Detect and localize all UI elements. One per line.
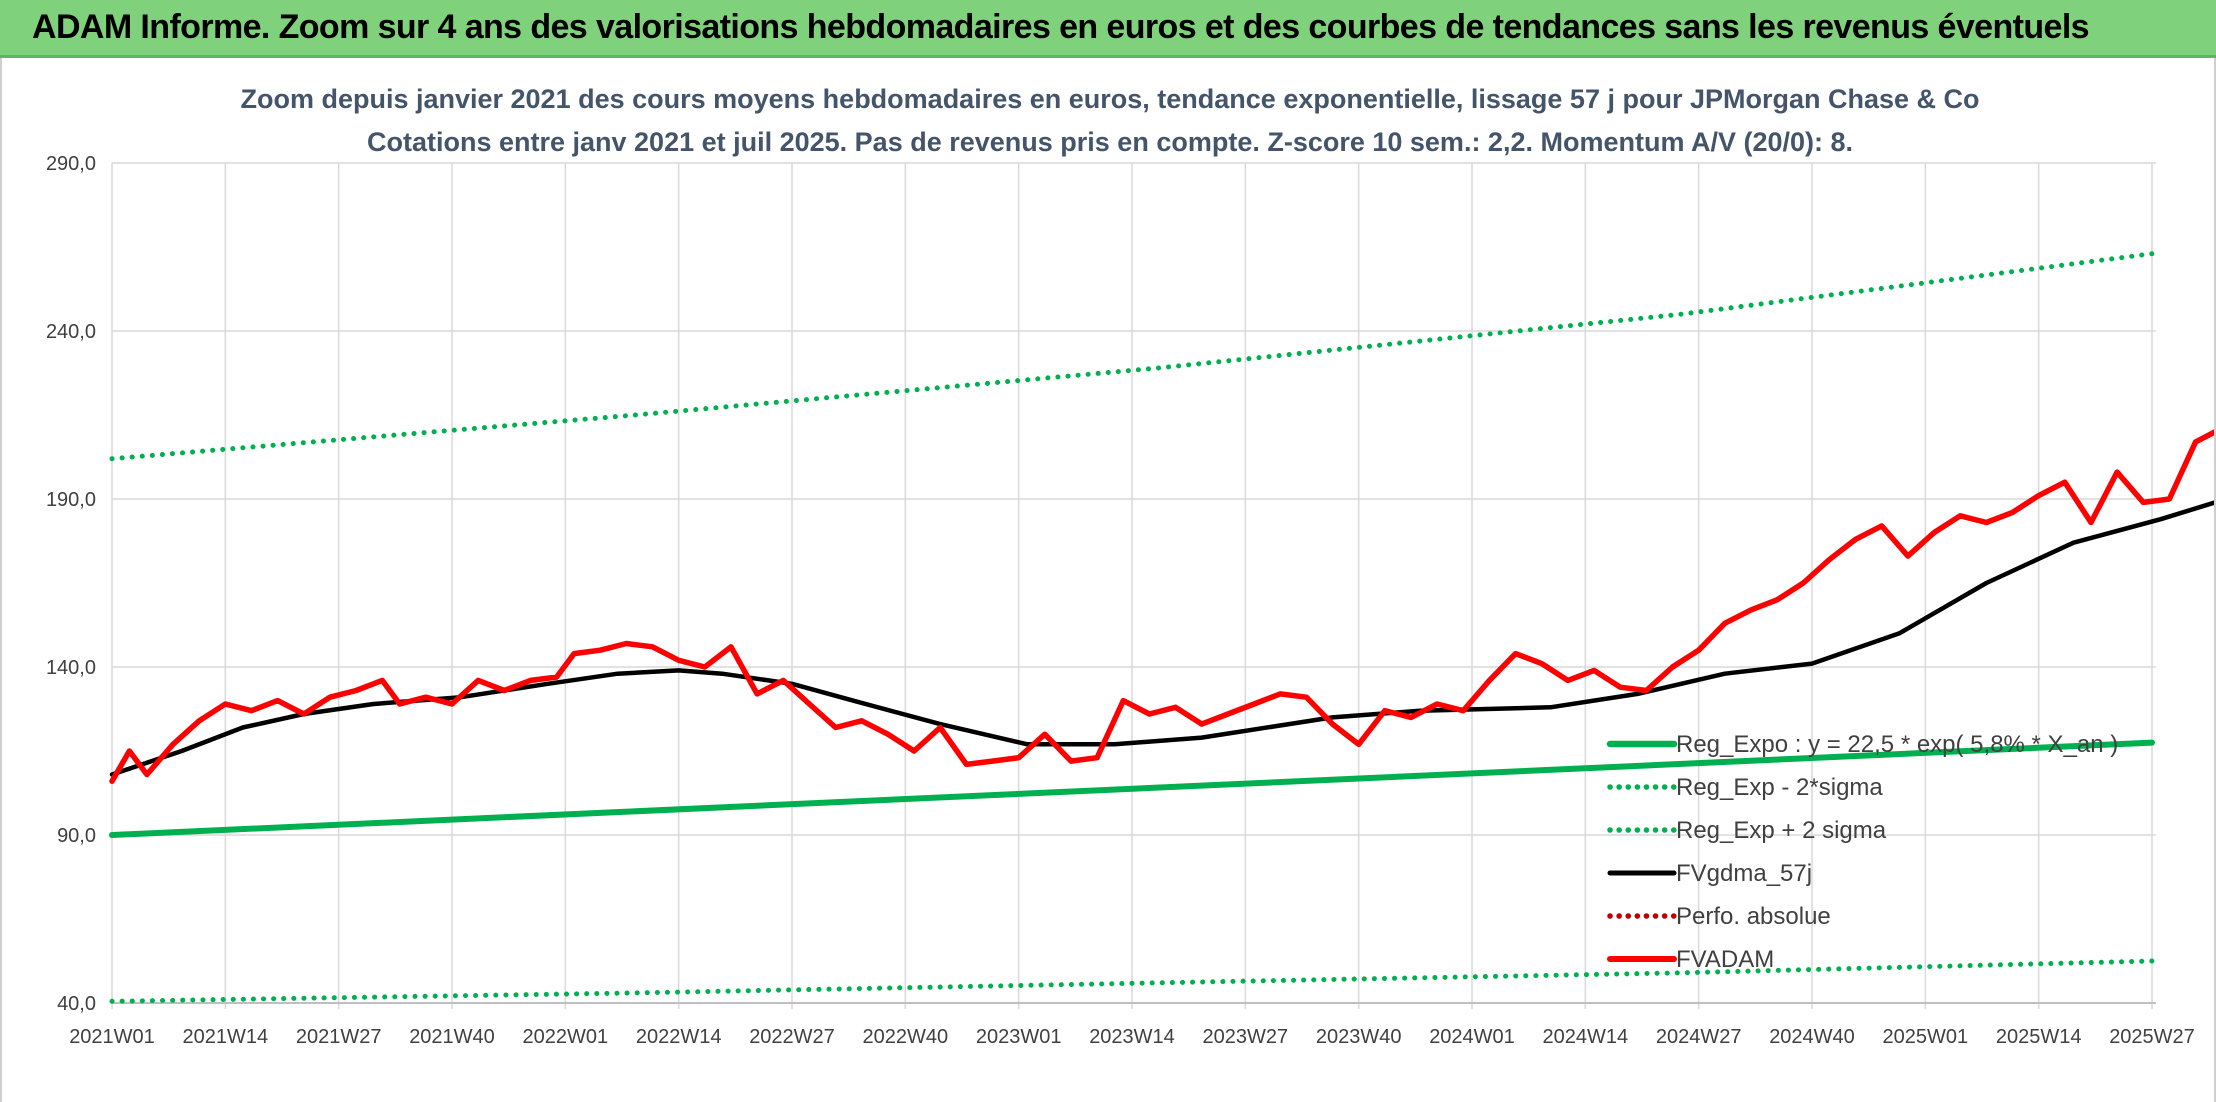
series-line-3	[109, 500, 2214, 777]
y-tick-label: 240,0	[46, 321, 96, 343]
x-tick-label: 2024W14	[1543, 1026, 1629, 1048]
x-tick-label: 2022W27	[749, 1026, 835, 1048]
series-line-1	[109, 958, 2155, 1004]
series-line-5	[109, 429, 2214, 784]
x-tick-label: 2024W27	[1656, 1026, 1742, 1048]
x-tick-label: 2021W40	[409, 1026, 495, 1048]
x-tick-label: 2021W14	[183, 1026, 269, 1048]
x-tick-label: 2025W14	[1996, 1026, 2082, 1048]
legend-label: Perfo. absolue	[1676, 903, 1831, 930]
x-tick-label: 2023W14	[1089, 1026, 1175, 1048]
y-tick-label: 290,0	[46, 153, 96, 175]
chart-title: Zoom depuis janvier 2021 des cours moyen…	[240, 84, 1979, 114]
y-tick-label: 140,0	[46, 657, 96, 679]
legend-label: Reg_Expo : y = 22,5 * exp( 5,8% * X_an )	[1676, 731, 2118, 758]
x-tick-label: 2021W01	[69, 1026, 155, 1048]
legend-label: FVgdma_57j	[1676, 860, 1812, 887]
chart-subtitle: Cotations entre janv 2021 et juil 2025. …	[367, 127, 1853, 157]
x-tick-label: 2025W27	[2109, 1026, 2195, 1048]
x-tick-label: 2024W40	[1769, 1026, 1855, 1048]
y-tick-label: 90,0	[57, 825, 96, 847]
axis-layer: 40,0 90,0 140,0 190,0 240,0 290,0 2021W01 2021W…	[46, 153, 2195, 1048]
x-tick-label: 2022W14	[636, 1026, 722, 1048]
line-chart: 40,0 90,0 140,0 190,0 240,0 290,0 2021W01 2021W…	[46, 84, 2214, 1048]
legend-label: Reg_Exp + 2 sigma	[1676, 817, 1887, 844]
y-tick-label: 40,0	[57, 993, 96, 1015]
chart-frame: 40,0 90,0 140,0 190,0 240,0 290,0 2021W01 2021W…	[0, 58, 2216, 1102]
x-tick-label: 2024W01	[1429, 1026, 1515, 1048]
banner: ADAM Informe. Zoom sur 4 ans des valoris…	[0, 0, 2216, 58]
banner-title: ADAM Informe. Zoom sur 4 ans des valoris…	[32, 8, 2090, 46]
x-tick-label: 2023W40	[1316, 1026, 1402, 1048]
grid-layer	[111, 162, 2156, 1009]
legend-label: Reg_Exp - 2*sigma	[1676, 774, 1883, 801]
x-tick-label: 2021W27	[296, 1026, 382, 1048]
series-line-0	[109, 739, 2155, 838]
x-tick-label: 2023W01	[976, 1026, 1062, 1048]
x-tick-label: 2025W01	[1883, 1026, 1969, 1048]
y-tick-label: 190,0	[46, 489, 96, 511]
x-tick-label: 2023W27	[1203, 1026, 1289, 1048]
x-tick-label: 2022W40	[863, 1026, 949, 1048]
series-line-2	[109, 251, 2155, 462]
series-layer	[109, 251, 2214, 1004]
legend-label: FVADAM	[1676, 946, 1774, 973]
x-tick-label: 2022W01	[523, 1026, 609, 1048]
legend: Reg_Expo : y = 22,5 * exp( 5,8% * X_an )…	[1606, 731, 2118, 973]
